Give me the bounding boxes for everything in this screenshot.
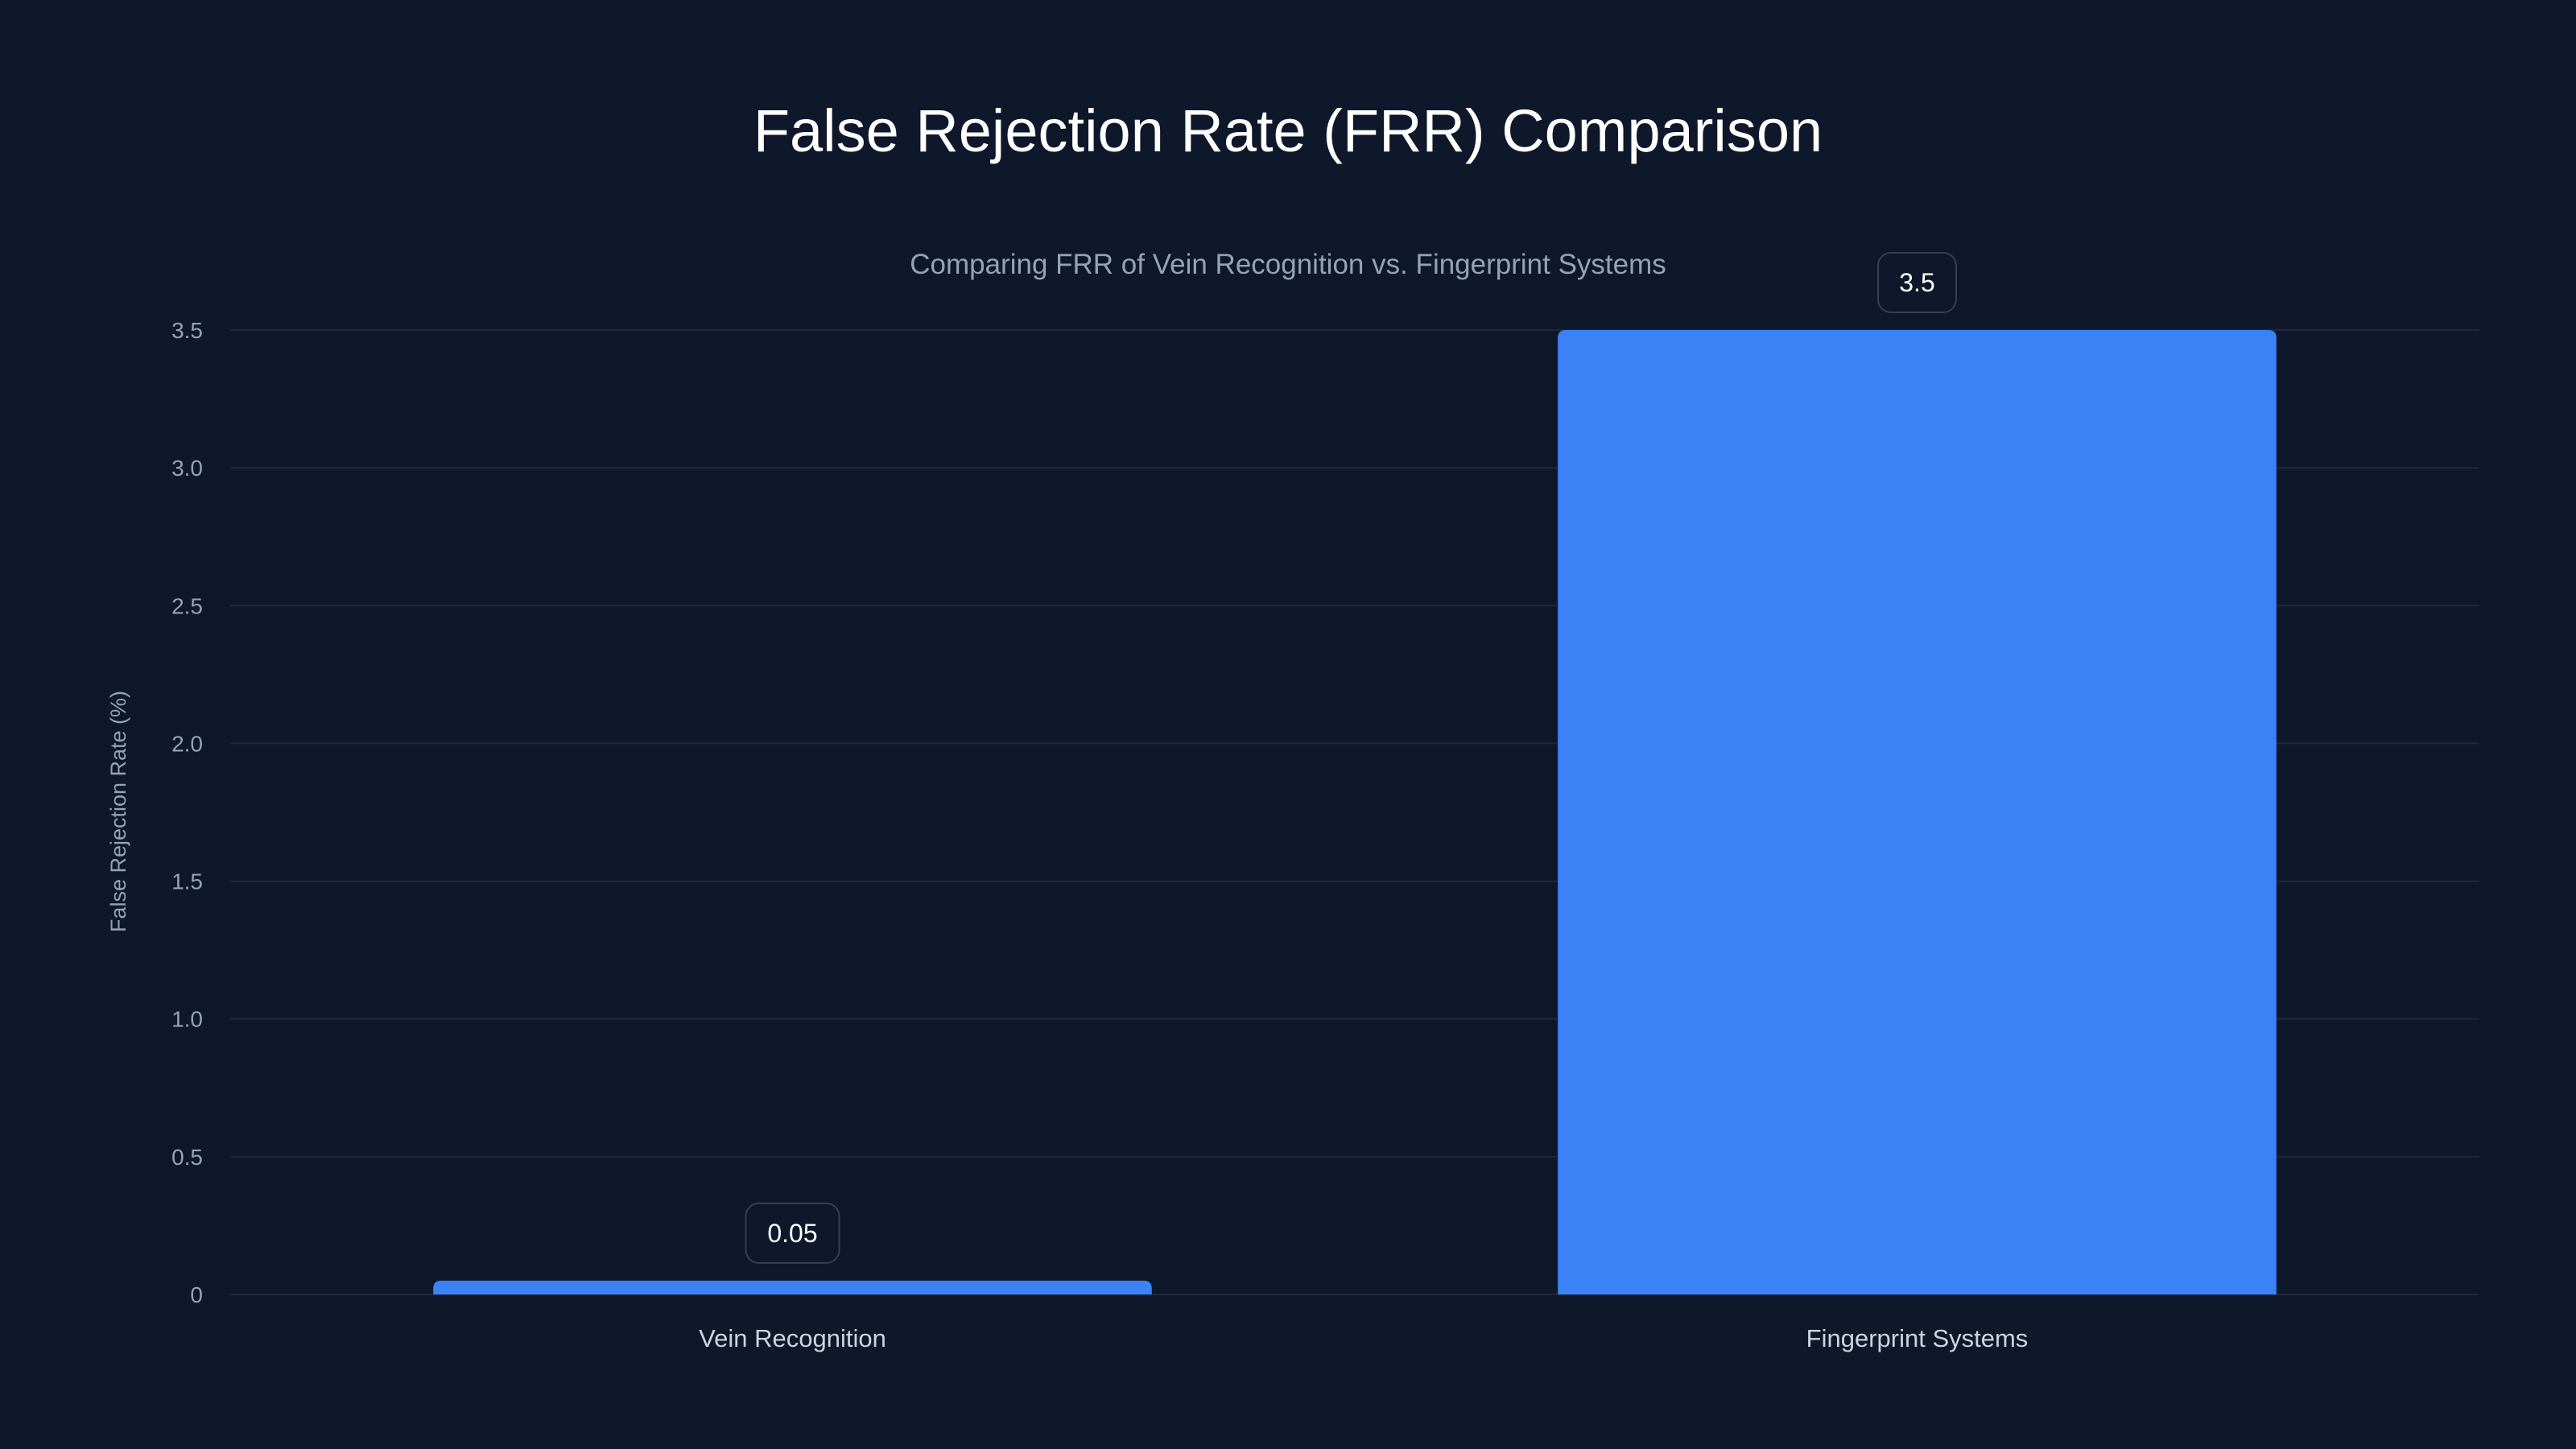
- y-tick-label: 1.0: [171, 1007, 203, 1032]
- y-axis-label: False Rejection Rate (%): [106, 691, 130, 932]
- x-tick-label: Vein Recognition: [699, 1324, 886, 1352]
- y-tick-label: 3.0: [171, 456, 203, 481]
- bars: [433, 330, 2277, 1294]
- y-tick-label: 3.5: [171, 318, 203, 343]
- data-label: 0.05: [767, 1219, 817, 1248]
- y-tick-label: 0: [190, 1282, 203, 1307]
- y-tick-label: 2.5: [171, 593, 203, 618]
- chart-title: False Rejection Rate (FRR) Comparison: [753, 97, 1823, 164]
- y-tick-label: 2.0: [171, 731, 203, 756]
- bar: [433, 1280, 1152, 1294]
- data-label-box: [1877, 252, 1957, 313]
- y-tick-label: 1.5: [171, 869, 203, 894]
- y-axis-ticks: 0 0.5 1.0 1.5 2.0 2.5 3.0 3.5: [171, 318, 203, 1307]
- x-axis-labels: Vein Recognition Fingerprint Systems: [699, 1324, 2028, 1352]
- chart-subtitle: Comparing FRR of Vein Recognition vs. Fi…: [910, 249, 1666, 280]
- data-label: 3.5: [1899, 268, 1934, 297]
- data-label-box: [745, 1202, 840, 1264]
- y-tick-label: 0.5: [171, 1145, 203, 1170]
- data-labels: 0.05 3.5: [745, 252, 1957, 1264]
- bar: [1558, 330, 2277, 1294]
- x-tick-label: Fingerprint Systems: [1806, 1324, 2029, 1352]
